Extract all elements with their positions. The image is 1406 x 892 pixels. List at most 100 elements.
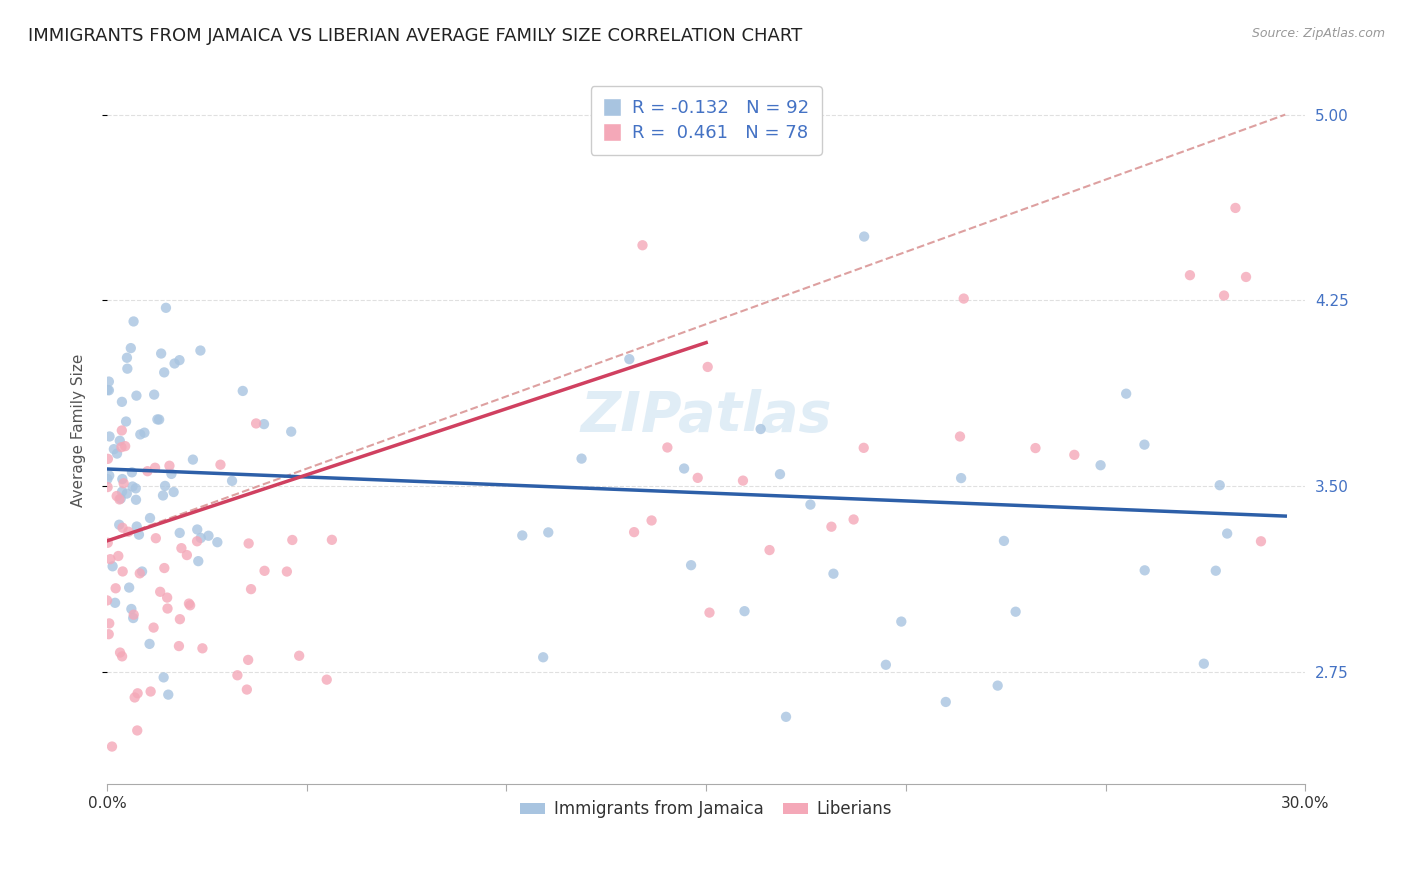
Point — [734, 604, 756, 618]
Point — [129, 427, 152, 442]
Point — [104, 582, 127, 596]
Point — [142, 621, 165, 635]
Point — [98, 429, 121, 443]
Point — [115, 486, 138, 500]
Point — [143, 460, 166, 475]
Point — [281, 533, 304, 547]
Point — [98, 468, 121, 483]
Point — [935, 695, 957, 709]
Point — [245, 417, 267, 431]
Point — [97, 480, 120, 494]
Point — [128, 566, 150, 581]
Point — [125, 389, 148, 403]
Point — [118, 581, 141, 595]
Point — [842, 512, 865, 526]
Point — [105, 489, 128, 503]
Point — [1216, 526, 1239, 541]
Point — [96, 593, 118, 607]
Point — [115, 415, 138, 429]
Point — [952, 292, 974, 306]
Point — [1090, 458, 1112, 473]
Point — [890, 615, 912, 629]
Point — [191, 641, 214, 656]
Point — [1133, 437, 1156, 451]
Point — [111, 649, 134, 664]
Point — [280, 425, 302, 439]
Point — [686, 471, 709, 485]
Point — [640, 513, 662, 527]
Point — [253, 417, 276, 431]
Point — [799, 498, 821, 512]
Point — [537, 525, 560, 540]
Point — [111, 395, 134, 409]
Point — [657, 441, 679, 455]
Point — [108, 517, 131, 532]
Point — [758, 543, 780, 558]
Point — [97, 451, 120, 466]
Point — [221, 474, 243, 488]
Point — [696, 359, 718, 374]
Point — [134, 425, 156, 440]
Point — [146, 412, 169, 426]
Point — [187, 554, 209, 568]
Point — [155, 301, 177, 315]
Point — [124, 690, 146, 705]
Point — [949, 429, 972, 443]
Point — [179, 599, 201, 613]
Point — [98, 552, 121, 566]
Point — [111, 472, 134, 486]
Point — [236, 653, 259, 667]
Point — [104, 596, 127, 610]
Point — [97, 627, 120, 641]
Point — [176, 548, 198, 562]
Point — [120, 341, 142, 355]
Point — [852, 441, 875, 455]
Point — [571, 451, 593, 466]
Point — [157, 688, 180, 702]
Point — [169, 612, 191, 626]
Point — [97, 375, 120, 389]
Point — [117, 524, 139, 539]
Point — [238, 536, 260, 550]
Point — [105, 446, 128, 460]
Point — [114, 439, 136, 453]
Point — [226, 668, 249, 682]
Point — [288, 648, 311, 663]
Point — [531, 650, 554, 665]
Point — [619, 352, 641, 367]
Point — [197, 529, 219, 543]
Point — [115, 351, 138, 365]
Point — [110, 440, 132, 454]
Point — [236, 682, 259, 697]
Point — [97, 384, 120, 398]
Point — [170, 541, 193, 556]
Point — [993, 533, 1015, 548]
Point — [950, 471, 973, 485]
Point — [110, 491, 132, 506]
Point — [820, 519, 842, 533]
Point — [749, 422, 772, 436]
Point — [145, 531, 167, 545]
Point — [136, 464, 159, 478]
Point — [207, 535, 229, 549]
Point — [169, 525, 191, 540]
Point — [160, 467, 183, 481]
Point — [131, 565, 153, 579]
Point — [111, 565, 134, 579]
Point — [232, 384, 254, 398]
Point — [169, 353, 191, 368]
Point — [181, 452, 204, 467]
Point — [1063, 448, 1085, 462]
Point — [156, 591, 179, 605]
Point — [125, 492, 148, 507]
Point — [107, 549, 129, 563]
Point — [163, 356, 186, 370]
Point — [623, 525, 645, 540]
Point — [775, 710, 797, 724]
Point — [122, 611, 145, 625]
Point — [153, 561, 176, 575]
Point — [111, 484, 134, 499]
Point — [987, 679, 1010, 693]
Text: IMMIGRANTS FROM JAMAICA VS LIBERIAN AVERAGE FAMILY SIZE CORRELATION CHART: IMMIGRANTS FROM JAMAICA VS LIBERIAN AVER… — [28, 27, 803, 45]
Point — [1250, 534, 1272, 549]
